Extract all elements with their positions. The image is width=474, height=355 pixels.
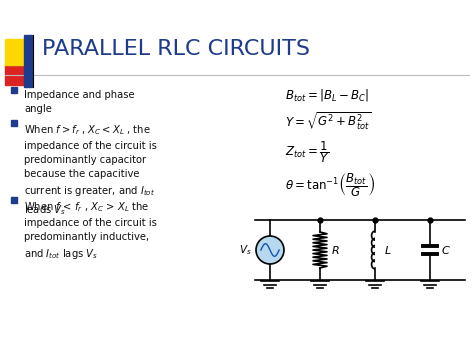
Text: When $f$ < $f_r$ , $X_C$ > $X_L$ the
impedance of the circuit is
predominantly i: When $f$ < $f_r$ , $X_C$ > $X_L$ the imp… bbox=[24, 200, 157, 261]
Text: $B_{tot} = |B_L - B_C|$: $B_{tot} = |B_L - B_C|$ bbox=[285, 87, 369, 103]
Text: $\theta = \tan^{-1}\!\left(\dfrac{B_{tot}}{G}\right)$: $\theta = \tan^{-1}\!\left(\dfrac{B_{tot… bbox=[285, 171, 375, 199]
Text: $C$: $C$ bbox=[441, 244, 451, 256]
Bar bbox=[5, 65, 25, 85]
Text: $Z_{tot} = \dfrac{1}{Y}$: $Z_{tot} = \dfrac{1}{Y}$ bbox=[285, 139, 329, 165]
Text: Impedance and phase
angle: Impedance and phase angle bbox=[24, 90, 135, 114]
Text: $R$: $R$ bbox=[331, 244, 340, 256]
Circle shape bbox=[256, 236, 284, 264]
Text: $Y = \sqrt{G^2 + B_{tot}^2}$: $Y = \sqrt{G^2 + B_{tot}^2}$ bbox=[285, 111, 371, 132]
Bar bbox=[24, 35, 32, 87]
Text: PARALLEL RLC CIRCUITS: PARALLEL RLC CIRCUITS bbox=[42, 39, 310, 59]
Bar bbox=[5, 39, 31, 65]
Text: $L$: $L$ bbox=[384, 244, 392, 256]
Text: When $f > f_r$ , $X_C < X_L$ , the
impedance of the circuit is
predominantly cap: When $f > f_r$ , $X_C < X_L$ , the imped… bbox=[24, 123, 157, 217]
Text: $V_s$: $V_s$ bbox=[239, 243, 252, 257]
